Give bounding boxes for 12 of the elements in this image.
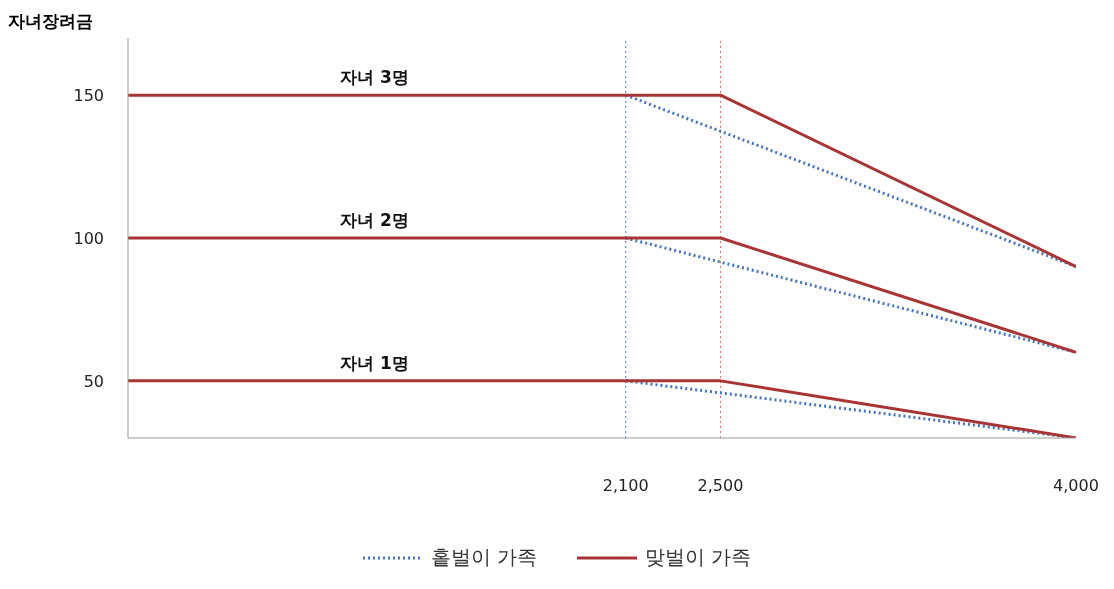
legend-label: 홑벌이 가족 (430, 544, 537, 571)
x-tick-label: 2,100 (602, 476, 649, 496)
y-tick-label: 100 (73, 228, 104, 248)
annotation: 자녀 1명 (340, 352, 409, 373)
annotation: 자녀 2명 (340, 210, 409, 230)
y-axis-title: 자녀장려금 (8, 10, 93, 33)
x-tick-label: 4,000 (1053, 476, 1099, 496)
legend-label: 맞벌이 가족 (645, 544, 752, 571)
y-tick-label: 50 (83, 371, 104, 391)
y-tick-label: 150 (73, 85, 104, 105)
annotation: 자녀 3명 (340, 67, 409, 88)
x-tick-label: 2,500 (697, 476, 744, 496)
